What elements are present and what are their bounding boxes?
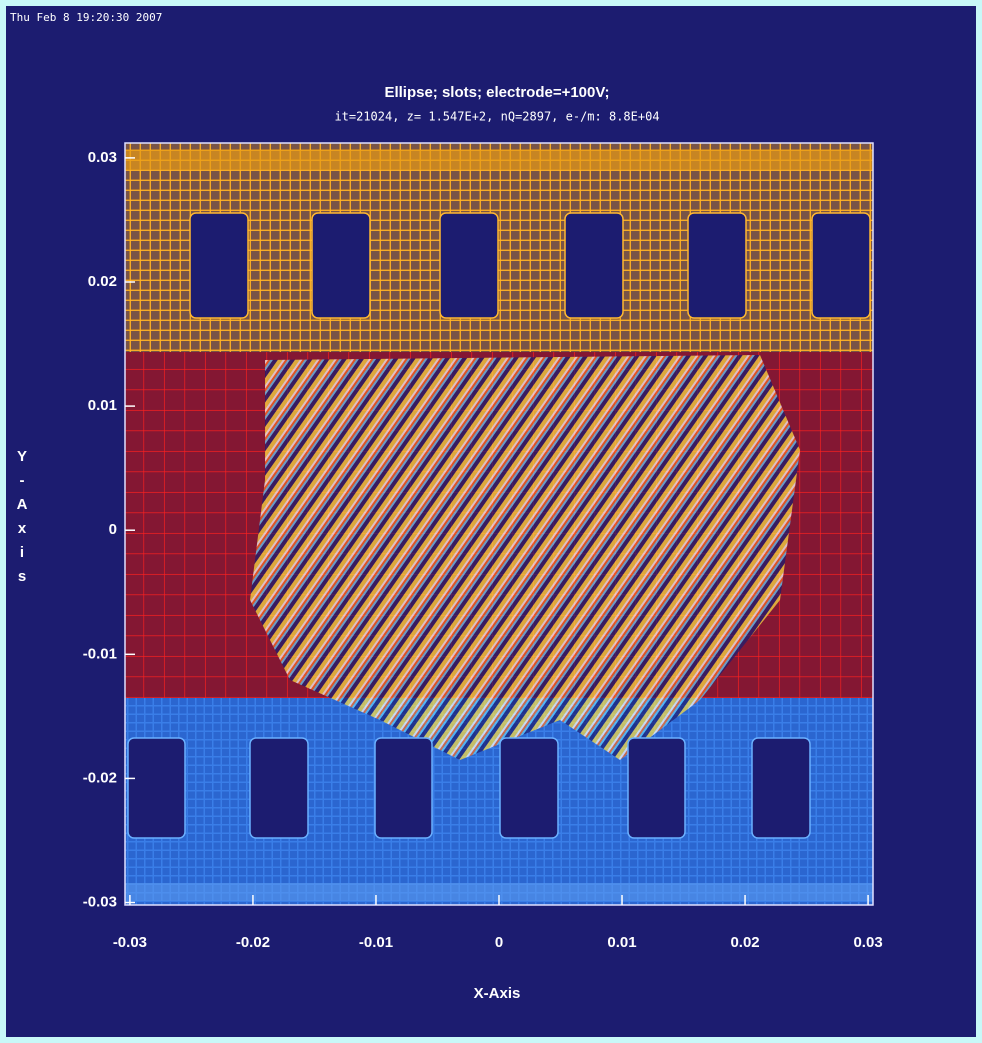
- x-tick-label: -0.01: [359, 934, 393, 951]
- chart-subtitle: it=21024, z= 1.547E+2, nQ=2897, e-/m: 8.…: [334, 110, 659, 124]
- y-tick-label: -0.02: [83, 769, 117, 786]
- y-tick-label: -0.03: [83, 893, 117, 910]
- y-tick-label: 0: [109, 521, 117, 538]
- x-tick-label: -0.02: [236, 934, 270, 951]
- x-tick-label: -0.03: [113, 934, 147, 951]
- x-axis-label: X-Axis: [474, 985, 521, 1002]
- x-tick-label: 0: [495, 934, 503, 951]
- y-tick-label: -0.01: [83, 645, 117, 662]
- date: Thu Feb 8 19:20:30 2007: [10, 11, 162, 24]
- x-tick-label: 0.02: [730, 934, 759, 951]
- y-tick-label: 0.02: [88, 273, 117, 290]
- y-tick-label: 0.01: [88, 397, 117, 414]
- chart-title: Ellipse; slots; electrode=+100V;: [384, 84, 609, 101]
- mesh: [124, 142, 874, 906]
- x-tick-label: 0.03: [853, 934, 882, 951]
- y-tick-label: 0.03: [88, 149, 117, 166]
- y-axis-label: Y-Axis: [16, 448, 28, 585]
- x-tick-label: 0.01: [607, 934, 636, 951]
